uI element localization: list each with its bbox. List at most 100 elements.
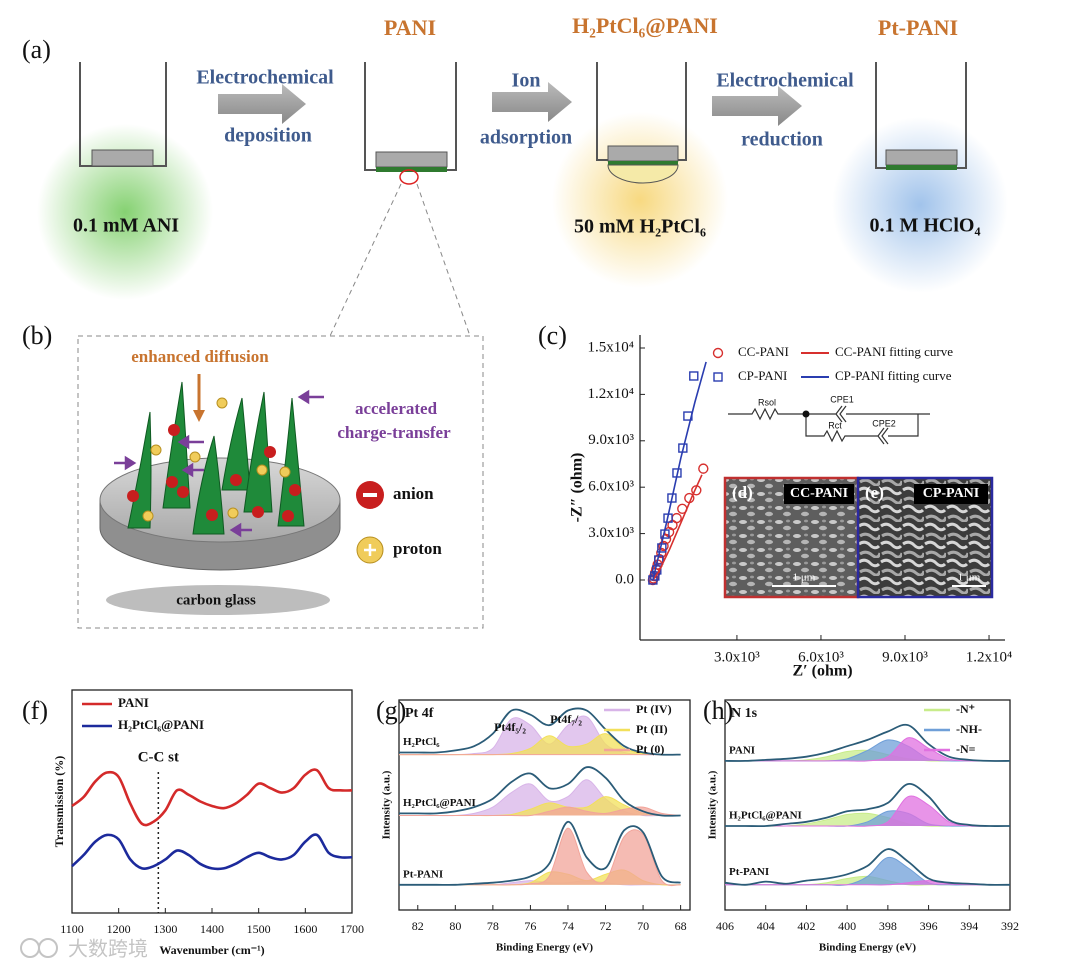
arrow [712,86,802,126]
x-axis-title: Z′ (ohm) [792,663,852,680]
y-tick-label: 6.0x10³ [588,479,634,495]
envelope [724,783,1011,828]
spectrum [71,833,353,871]
image-tag: (d) [732,483,753,502]
shadow [106,585,330,615]
legend-label: Pt (0) [636,742,664,756]
x-tick-label: 1100 [60,922,84,936]
x-tick-label: 404 [757,919,775,933]
proton [142,510,154,522]
panel-label: (g) [376,696,406,725]
scheme: PANI H₂PtCl₆@PANI Pt-PANI Electrochemica… [37,13,1008,337]
step: Ion [512,70,541,92]
panel-label: (b) [22,321,52,350]
y-axis-title: -Z″ (ohm) [569,453,586,523]
scale-label: 1 μm [793,572,816,584]
circuit-branch [805,414,919,445]
solution: 0.1 M HClO₄ [870,215,981,237]
x-tick-label: 6.0x10³ [798,649,844,665]
y-axis-title: Intensity (a.u.) [381,770,393,839]
minus [363,493,377,497]
sample-label: H₂PtCl₆ [403,736,440,748]
point [656,547,667,559]
circuit [728,405,930,445]
y-axis-title: Intensity (a.u.) [707,770,719,839]
panel-label: (f) [22,696,48,725]
component [724,737,1010,762]
circuit-label: CPE2 [872,418,896,428]
circuit-label: CPE1 [830,394,854,404]
arrow [492,82,572,122]
anion [289,484,301,496]
envelope [724,848,1011,886]
frame [77,335,484,629]
legend-label: Pt (IV) [636,702,672,716]
envelope [724,723,1011,762]
plus [364,544,376,556]
transfer-arrows [114,389,324,538]
x-tick-label: 1700 [340,922,364,936]
fit-line [652,474,703,581]
x-tick-label: 1.2x10⁴ [966,649,1012,665]
plot-frame [398,699,691,911]
anion [264,446,276,458]
electrode [607,145,679,162]
y-tick-label: 3.0x10³ [588,525,634,541]
component [725,880,1010,886]
envelope [399,820,681,886]
anion [168,424,180,436]
illustration: enhanced diffusion accelerated charge-tr… [77,335,484,629]
spike [221,397,251,491]
pani-film [608,161,678,165]
x-tick-label: 70 [637,919,649,933]
annotation: C-C st [138,749,179,765]
y-tick-label: 9.0x10³ [588,432,634,448]
watermark: 大数跨境 [68,937,148,961]
panel-title: N 1s [731,706,758,721]
glow [552,112,728,288]
sample-label: PANI [729,744,755,756]
legend-swatch [713,372,723,382]
x-tick-label: 402 [797,919,815,933]
solution: 0.1 mM ANI [73,215,179,237]
anion [252,506,264,518]
image-name: CP-PANI [923,486,980,501]
spike [192,435,225,535]
x-tick-label: 3.0x10³ [714,649,760,665]
step: deposition [224,125,312,147]
sample-label: H₂PtCl₆@PANI [729,810,802,822]
label: proton [393,539,442,558]
protons [142,397,291,522]
x-tick-label: 1600 [293,922,317,936]
x-tick-label: 76 [524,919,536,933]
sample-label: Pt-PANI [403,868,443,880]
x-tick-label: 394 [960,919,978,933]
scale-label: 1 μm [958,572,981,584]
arrow-head [297,389,310,405]
panel-label: (c) [538,321,567,350]
x-tick-label: 82 [412,919,424,933]
electrode [91,149,154,167]
x-tick-label: 1500 [247,922,271,936]
legend-label: -NH- [956,722,982,736]
label: accelerated [355,399,438,418]
step: adsorption [480,127,572,149]
anion [230,474,242,486]
solution: 50 mM H₂PtCl₆ [574,216,706,238]
y-tick-label: 1.5x10⁴ [588,339,634,355]
sample-label: Pt-PANI [729,866,769,878]
proton [256,464,268,476]
arrow [218,84,306,124]
x-tick-label: 398 [879,919,897,933]
envelope [398,766,681,817]
anion [282,510,294,522]
product: H₂PtCl₆@PANI [572,13,718,38]
legend-label: H₂PtCl₆@PANI [118,717,204,732]
legend-label: CC-PANI fitting curve [835,344,953,359]
x-tick-label: 406 [716,919,734,933]
legend-label: CP-PANI fitting curve [835,368,952,383]
product: PANI [384,15,436,40]
spectrum [71,768,353,827]
arrow-head [229,522,242,538]
